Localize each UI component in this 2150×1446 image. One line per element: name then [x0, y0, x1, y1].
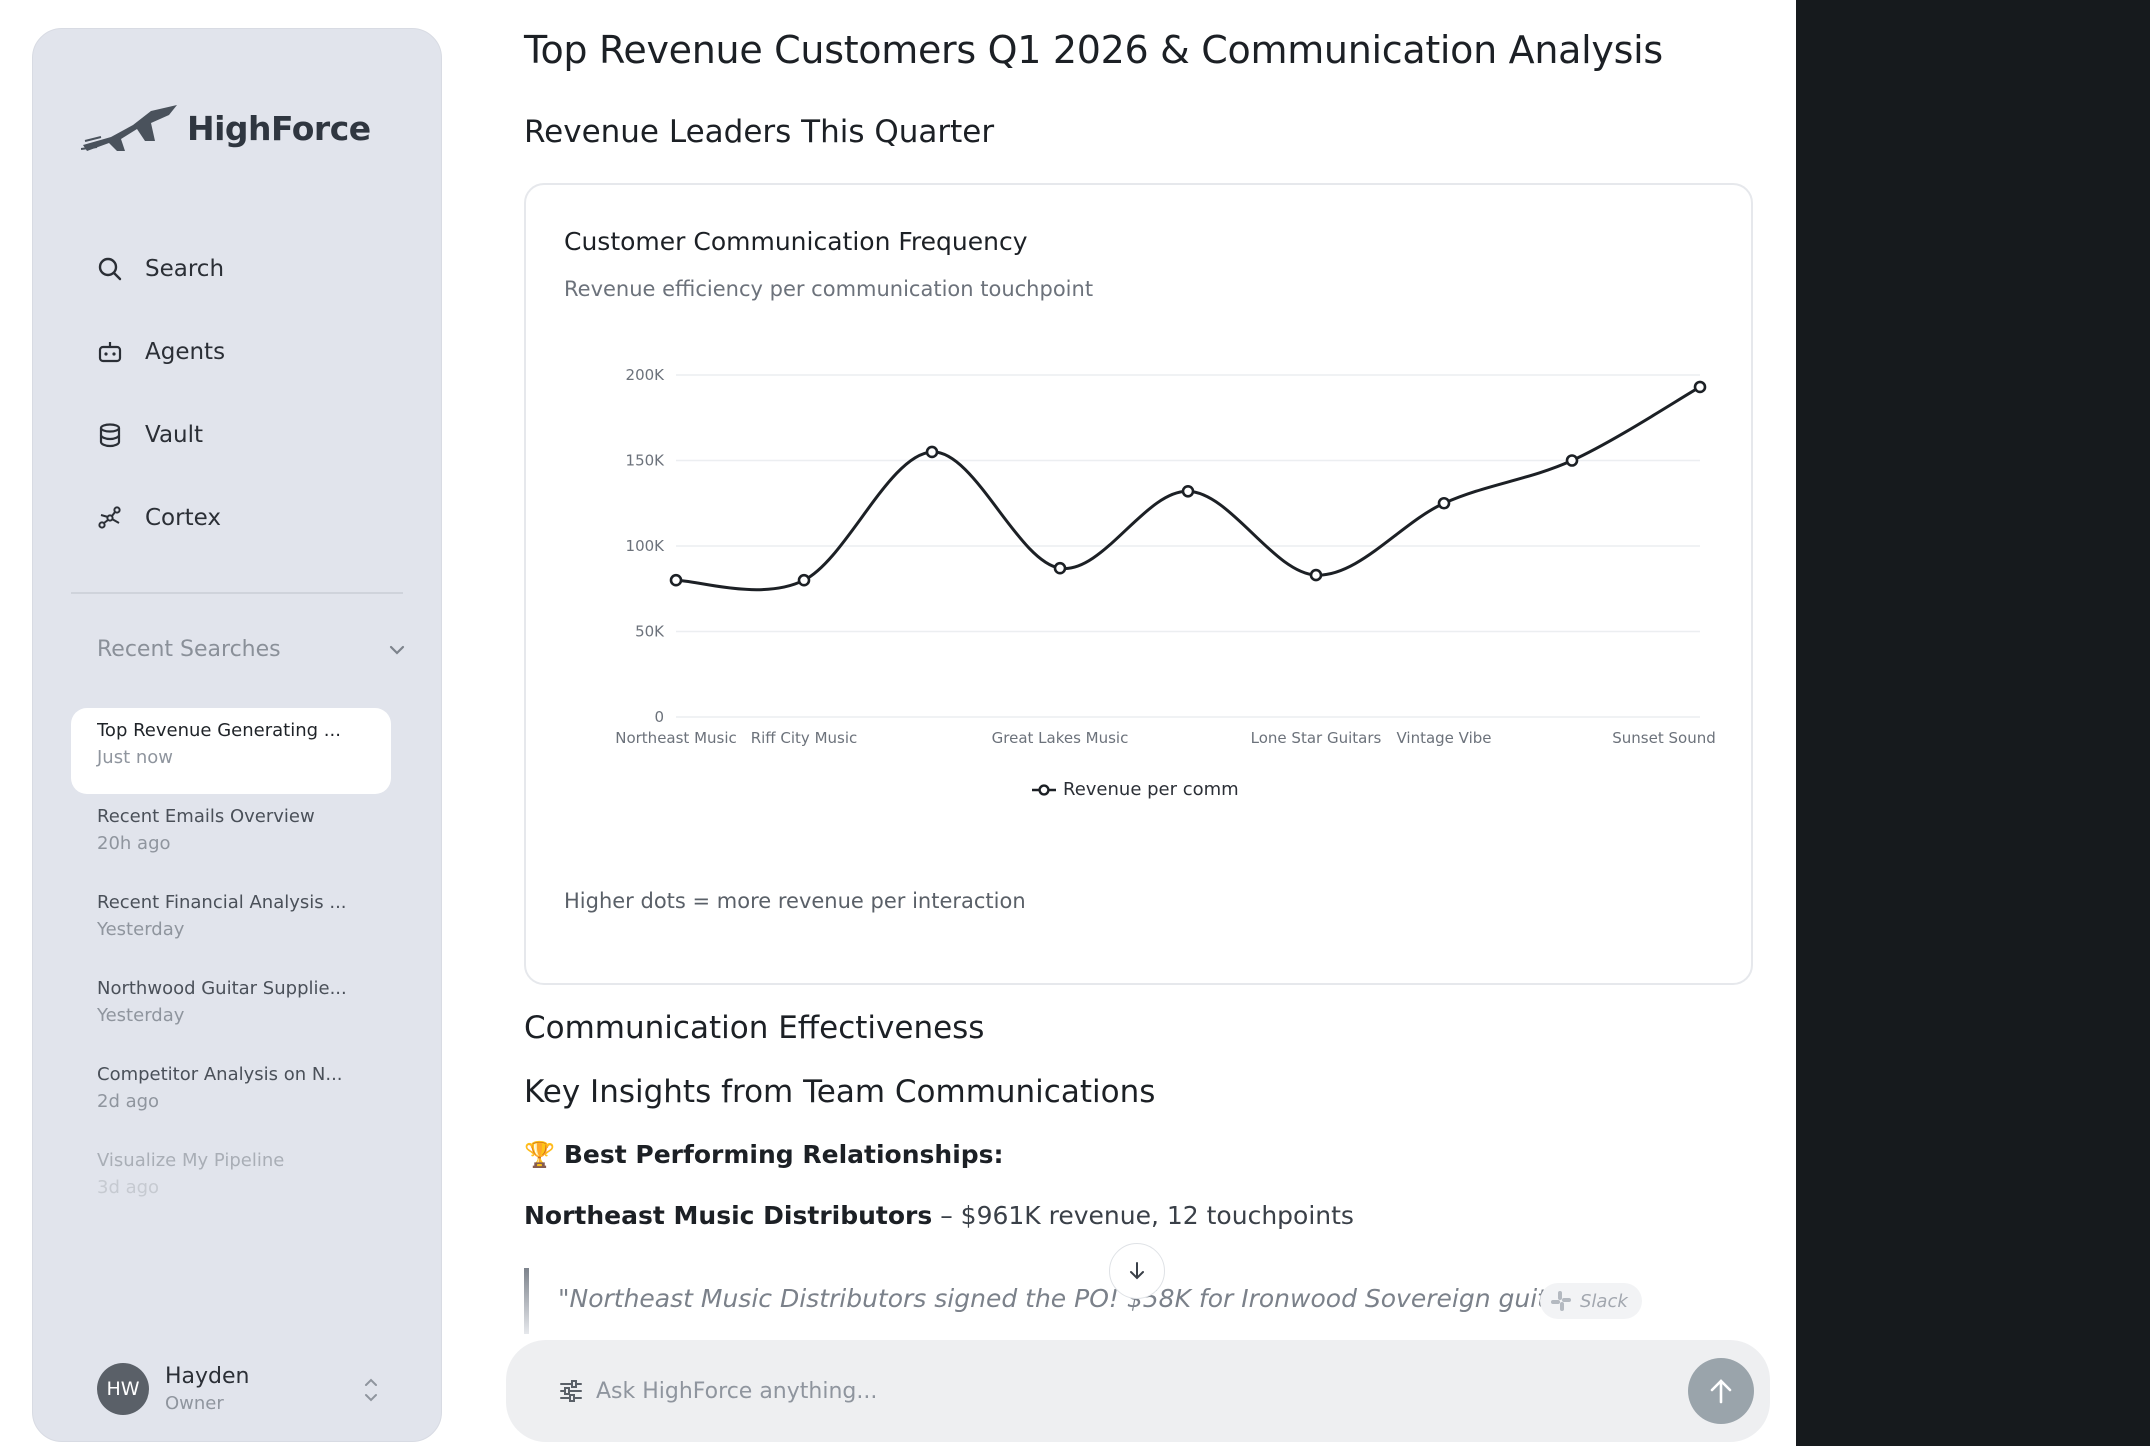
- y-tick-label: 0: [654, 708, 664, 726]
- main-nav: Search Agents Vault Cortex: [95, 227, 225, 559]
- data-point: [669, 573, 683, 587]
- fighter-jet-icon: [81, 105, 177, 151]
- user-menu[interactable]: HW Hayden Owner: [97, 1363, 417, 1415]
- graph-nodes-icon: [95, 503, 125, 533]
- recent-item-title: Top Revenue Generating ...: [97, 720, 341, 741]
- recent-item-time: Yesterday: [97, 1005, 185, 1026]
- recent-searches-heading: Recent Searches: [97, 637, 281, 662]
- chart-subtitle: Revenue efficiency per communication tou…: [564, 277, 1094, 301]
- sidebar-divider: [71, 592, 403, 594]
- quote-text: "Northeast Music Distributors signed the…: [558, 1284, 1598, 1313]
- search-icon: [95, 254, 125, 284]
- data-point: [1181, 484, 1195, 498]
- slack-icon: [1551, 1291, 1571, 1311]
- nav-item-cortex[interactable]: Cortex: [95, 476, 225, 559]
- scroll-down-button[interactable]: [1109, 1243, 1165, 1299]
- arrow-down-icon: [1130, 1262, 1144, 1280]
- sliders-icon[interactable]: [558, 1378, 584, 1404]
- x-tick-label: Vintage Vibe: [1396, 729, 1491, 747]
- avatar: HW: [97, 1363, 149, 1415]
- data-point: [1053, 561, 1067, 575]
- right-dark-panel: [1796, 0, 2150, 1446]
- chat-input-bar: [506, 1340, 1770, 1442]
- nav-item-vault[interactable]: Vault: [95, 393, 225, 476]
- legend-label: Revenue per comm: [1063, 779, 1239, 800]
- y-tick-label: 200K: [626, 366, 666, 384]
- data-point: [1437, 496, 1451, 510]
- nav-item-agents[interactable]: Agents: [95, 310, 225, 393]
- chevron-up-down-icon: [365, 1378, 377, 1402]
- recent-item-title: Recent Emails Overview: [97, 806, 315, 827]
- line-chart: 0 50K 100K 150K 200K Northeast Music Riff City…: [615, 366, 1716, 747]
- list-item[interactable]: Northwood Guitar Supplie... Yesterday: [71, 966, 391, 1052]
- data-point: [797, 573, 811, 587]
- nav-label: Cortex: [145, 504, 221, 531]
- page-title: Top Revenue Customers Q1 2026 & Communic…: [524, 28, 1663, 72]
- recent-item-time: 3d ago: [97, 1177, 160, 1198]
- x-tick-label: Great Lakes Music: [992, 729, 1129, 747]
- list-item[interactable]: Recent Emails Overview 20h ago: [71, 794, 391, 880]
- send-button[interactable]: [1688, 1358, 1754, 1424]
- list-item[interactable]: Top Revenue Generating ... Just now: [71, 708, 391, 794]
- nav-label: Agents: [145, 338, 226, 365]
- recent-item-time: 20h ago: [97, 833, 171, 854]
- recent-item-title: Recent Financial Analysis ...: [97, 892, 347, 913]
- chart-footnote: Higher dots = more revenue per interacti…: [564, 889, 1026, 913]
- list-item[interactable]: Visualize My Pipeline 3d ago: [71, 1138, 391, 1224]
- sidebar: HighForce Search Agents Vault Cortex: [32, 28, 442, 1442]
- recent-item-time: Just now: [97, 747, 174, 768]
- customer-stats: – $961K revenue, 12 touchpoints: [932, 1201, 1354, 1230]
- x-tick-label: Northeast Music: [615, 729, 737, 747]
- chevron-down-icon: [389, 645, 405, 655]
- x-tick-label: Lone Star Guitars: [1251, 729, 1382, 747]
- user-name: Hayden: [165, 1364, 250, 1389]
- source-badge[interactable]: Slack: [1540, 1283, 1642, 1319]
- nav-item-search[interactable]: Search: [95, 227, 225, 310]
- legend-line-dot-icon: [1032, 783, 1056, 796]
- recent-searches-toggle[interactable]: Recent Searches: [97, 637, 407, 662]
- x-tick-label: Riff City Music: [751, 729, 858, 747]
- data-point: [925, 445, 939, 459]
- recent-searches-list: Top Revenue Generating ... Just now Rece…: [71, 708, 391, 1224]
- section-heading-communication-effectiveness: Communication Effectiveness: [524, 1010, 985, 1046]
- quote-bar: [524, 1268, 529, 1334]
- chart-title: Customer Communication Frequency: [564, 227, 1028, 256]
- robot-icon: [95, 337, 125, 367]
- best-relationships-heading: 🏆 Best Performing Relationships:: [524, 1140, 1004, 1169]
- recent-item-title: Visualize My Pipeline: [97, 1150, 285, 1171]
- arrow-up-icon: [1710, 1379, 1732, 1404]
- y-tick-label: 50K: [635, 623, 665, 641]
- recent-item-title: Northwood Guitar Supplie...: [97, 978, 347, 999]
- series-line: [675, 385, 1701, 592]
- database-icon: [95, 420, 125, 450]
- recent-item-title: Competitor Analysis on N...: [97, 1064, 343, 1085]
- user-role: Owner: [165, 1393, 224, 1414]
- brand-name: HighForce: [187, 108, 371, 148]
- section-heading-key-insights: Key Insights from Team Communications: [524, 1074, 1156, 1110]
- data-point: [1693, 380, 1707, 394]
- recent-item-time: 2d ago: [97, 1091, 160, 1112]
- list-item[interactable]: Recent Financial Analysis ... Yesterday: [71, 880, 391, 966]
- list-item[interactable]: Competitor Analysis on N... 2d ago: [71, 1052, 391, 1138]
- source-label: Slack: [1580, 1290, 1628, 1312]
- chart-legend[interactable]: Revenue per comm: [1031, 779, 1239, 800]
- x-tick-label: Sunset Sound: [1612, 729, 1715, 747]
- nav-label: Search: [145, 255, 225, 282]
- customer-name: Northeast Music Distributors: [524, 1201, 933, 1230]
- logo[interactable]: HighForce: [81, 101, 371, 155]
- y-tick-label: 100K: [626, 537, 666, 555]
- y-tick-label: 150K: [626, 452, 666, 470]
- nav-label: Vault: [145, 421, 204, 448]
- data-point: [1309, 568, 1323, 582]
- recent-item-time: Yesterday: [97, 919, 185, 940]
- data-point: [1565, 454, 1579, 467]
- chart-card: Customer Communication Frequency Revenue…: [524, 183, 1753, 985]
- chat-input[interactable]: [596, 1368, 1596, 1414]
- section-heading-revenue-leaders: Revenue Leaders This Quarter: [524, 114, 995, 150]
- relationship-summary: Northeast Music Distributors – $961K rev…: [524, 1201, 1354, 1230]
